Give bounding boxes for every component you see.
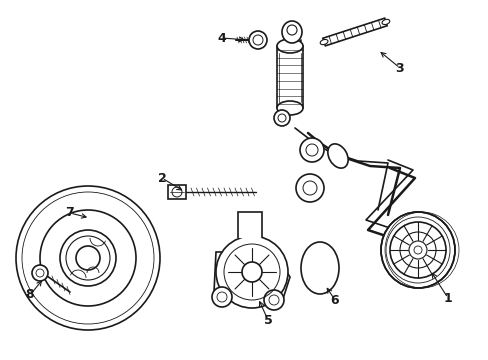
Ellipse shape	[380, 212, 454, 288]
Text: 4: 4	[217, 31, 226, 45]
Polygon shape	[168, 185, 185, 199]
Ellipse shape	[327, 144, 347, 168]
Polygon shape	[238, 212, 262, 238]
Circle shape	[16, 186, 160, 330]
Ellipse shape	[381, 19, 389, 24]
Text: 6: 6	[330, 293, 339, 306]
Text: 3: 3	[395, 62, 404, 75]
Ellipse shape	[276, 39, 303, 53]
Polygon shape	[265, 252, 289, 302]
Circle shape	[32, 265, 48, 281]
Polygon shape	[322, 18, 386, 46]
Circle shape	[76, 246, 100, 270]
Text: 1: 1	[443, 292, 451, 305]
Text: 5: 5	[263, 314, 272, 327]
Circle shape	[248, 31, 266, 49]
Circle shape	[216, 236, 287, 308]
Circle shape	[60, 230, 116, 286]
Circle shape	[299, 138, 324, 162]
Text: 8: 8	[26, 288, 34, 302]
Ellipse shape	[320, 40, 327, 45]
Circle shape	[242, 262, 262, 282]
Circle shape	[295, 174, 324, 202]
Circle shape	[212, 287, 231, 307]
Polygon shape	[214, 252, 231, 300]
Text: 7: 7	[65, 207, 74, 220]
Circle shape	[389, 222, 445, 278]
Circle shape	[40, 210, 136, 306]
Ellipse shape	[301, 242, 338, 294]
Circle shape	[273, 110, 289, 126]
Text: 2: 2	[157, 171, 166, 184]
Circle shape	[264, 290, 284, 310]
Ellipse shape	[276, 101, 303, 115]
Ellipse shape	[282, 21, 302, 43]
